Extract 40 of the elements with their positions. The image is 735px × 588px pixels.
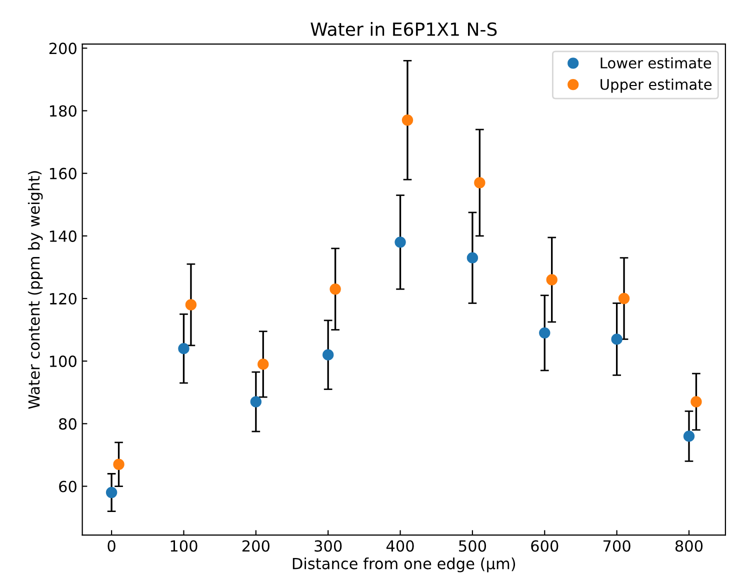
y-tick-label: 200 (49, 42, 76, 54)
point (474, 177, 486, 188)
point (466, 252, 478, 264)
x-axis-title: Distance from one edge (µm) (292, 558, 516, 572)
point (546, 274, 558, 286)
point (394, 236, 406, 248)
x-tick-label: 500 (459, 540, 486, 552)
y-tick-label: 180 (50, 105, 76, 117)
point (250, 396, 262, 408)
x-tick-label: 0 (108, 540, 116, 552)
point (258, 358, 269, 370)
point (539, 327, 550, 339)
point (402, 114, 414, 126)
x-tick-label: 700 (603, 540, 630, 552)
point (106, 486, 118, 498)
x-tick-label: 300 (314, 540, 342, 552)
chart-title: Water in E6P1X1 N-S (310, 22, 497, 36)
point (185, 299, 197, 310)
y-tick-label: 160 (50, 168, 76, 180)
point (322, 349, 334, 360)
x-tick-label: 100 (170, 540, 198, 552)
point (113, 458, 124, 470)
y-tick-label: 140 (50, 230, 76, 242)
x-tick-label: 600 (531, 540, 558, 552)
legend-label: Lower estimate (600, 57, 712, 69)
point (330, 284, 341, 295)
y-tick-label: 60 (59, 480, 76, 492)
point (611, 334, 622, 345)
x-tick-label: 400 (386, 540, 414, 552)
y-tick-label: 100 (50, 356, 76, 368)
legend-label: Upper estimate (600, 78, 712, 93)
y-tick-label: 80 (59, 418, 76, 430)
y-tick-label: 120 (50, 292, 76, 305)
y-axis-title: Water content (ppm by weight) (28, 171, 43, 409)
x-tick-label: 200 (242, 540, 270, 552)
point (690, 396, 702, 408)
point (683, 430, 695, 442)
point (618, 292, 630, 304)
x-tick-label: 800 (675, 540, 703, 552)
point (178, 342, 190, 354)
